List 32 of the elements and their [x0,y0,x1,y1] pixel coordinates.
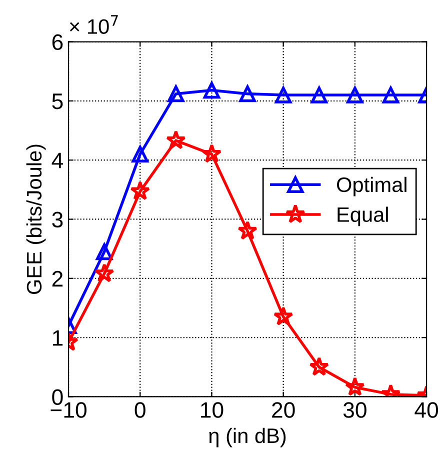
legend-label: Equal [338,206,388,226]
point [346,86,364,104]
y-tick-label: 5 [52,94,63,110]
point [310,86,328,104]
point [202,144,222,163]
x-tick-label: 20 [272,402,295,418]
point [166,130,186,150]
point [309,356,330,376]
point [273,306,294,326]
point [344,376,365,396]
point [274,86,292,104]
y-tick-label: 3 [52,212,63,228]
point [239,85,256,102]
y-axis-title: GEE (bits/Joule) [26,144,46,294]
y-tick-label: 6 [52,34,63,50]
x-axis-title: η (in dB) [209,428,286,448]
x-tick-label: 40 [414,402,438,418]
point [130,181,150,200]
point [238,220,258,240]
text: × 10$^{7}$ [70,15,118,34]
x-tick-label: 10 [201,402,224,418]
y-tick-label: 1 [52,330,63,346]
x-tick-label: 30 [343,402,366,418]
x-tick-label: 0 [134,402,146,418]
legend-label: Optimal [336,176,406,196]
y-tick-label: 2 [52,270,63,286]
y-tick-label: 4 [52,152,63,168]
point [94,263,114,282]
point [132,146,148,162]
point [168,85,184,102]
point [203,82,220,99]
point [382,86,400,104]
